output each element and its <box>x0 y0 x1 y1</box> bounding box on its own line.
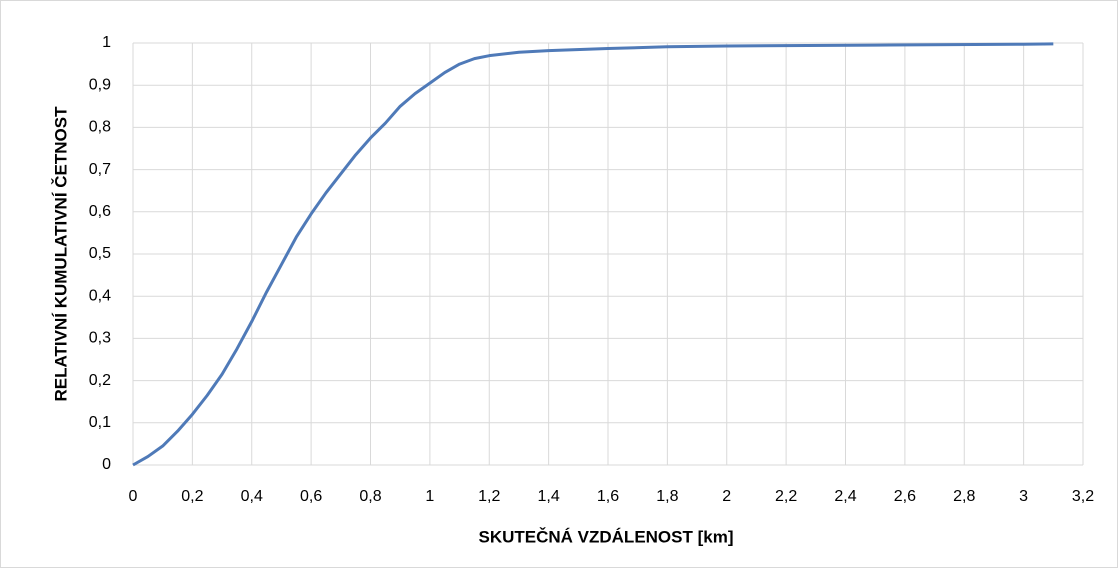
x-tick-label: 0 <box>129 488 138 505</box>
y-tick-label: 0,1 <box>89 414 111 431</box>
x-tick-label: 3 <box>1019 488 1028 505</box>
y-tick-label: 1 <box>102 34 111 51</box>
y-tick-label: 0,4 <box>89 287 111 304</box>
y-tick-label: 0,3 <box>89 330 111 347</box>
x-tick-label: 2 <box>722 488 731 505</box>
x-tick-label: 2,8 <box>953 488 975 505</box>
x-axis-label: SKUTEČNÁ VZDÁLENOST [km] <box>478 527 733 546</box>
x-tick-label: 3,2 <box>1072 488 1094 505</box>
x-tick-label: 1,4 <box>538 488 560 505</box>
y-tick-label: 0,9 <box>89 76 111 93</box>
x-tick-label: 2,4 <box>834 488 856 505</box>
y-tick-label: 0,8 <box>89 119 111 136</box>
x-tick-label: 1,6 <box>597 488 619 505</box>
x-tick-label: 1,8 <box>656 488 678 505</box>
x-tick-label: 2,6 <box>894 488 916 505</box>
x-tick-label: 0,4 <box>241 488 263 505</box>
line-series <box>132 42 1054 467</box>
x-tick-label: 0,6 <box>300 488 322 505</box>
x-tick-label: 1 <box>425 488 434 505</box>
x-tick-label: 2,2 <box>775 488 797 505</box>
y-tick-label: 0,6 <box>89 203 111 220</box>
y-tick-label: 0 <box>102 456 111 473</box>
x-tick-label: 0,8 <box>359 488 381 505</box>
x-tick-label: 1,2 <box>478 488 500 505</box>
y-tick-label: 0,5 <box>89 245 111 262</box>
y-axis-label: RELATIVNÍ KUMULATIVNÍ ČETNOST <box>51 106 70 402</box>
x-tick-label: 0,2 <box>181 488 203 505</box>
y-tick-label: 0,7 <box>89 161 111 178</box>
y-tick-label: 0,2 <box>89 372 111 389</box>
